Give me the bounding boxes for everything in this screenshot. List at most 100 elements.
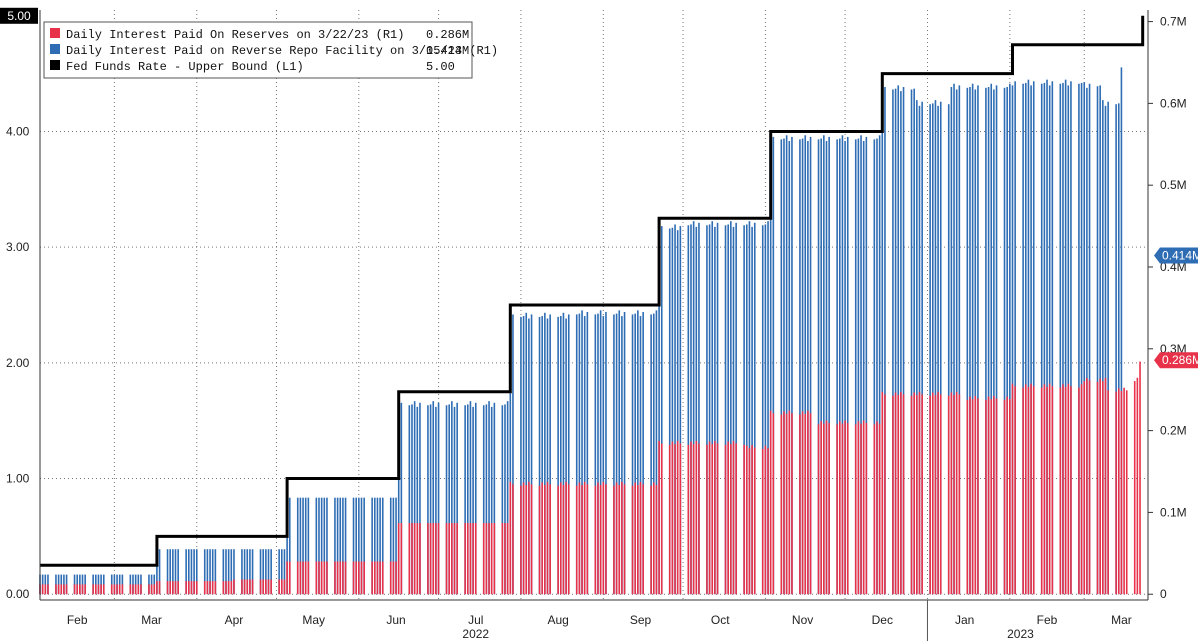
reserves-bar xyxy=(947,395,950,595)
right-last-value-tag: 0.286M xyxy=(1162,353,1200,367)
reserves-bar xyxy=(783,411,785,595)
reverse-repo-bar xyxy=(411,404,413,595)
reverse-repo-bar xyxy=(753,222,756,595)
reverse-repo-bar xyxy=(1024,82,1027,595)
reverse-repo-bar xyxy=(389,497,392,595)
left-axis-tick-label: 2.00 xyxy=(6,356,30,370)
reserves-bar xyxy=(437,523,440,595)
reserves-bar xyxy=(169,581,171,595)
reserves-bar xyxy=(937,391,939,595)
reserves-bar xyxy=(76,584,78,595)
reserves-bar xyxy=(804,413,807,595)
reserves-bar xyxy=(581,485,583,595)
reserves-bar xyxy=(966,399,969,595)
reserves-bar xyxy=(1006,396,1008,595)
reserves-bar xyxy=(472,523,474,595)
reverse-repo-bar xyxy=(1043,82,1046,595)
reverse-repo-bar xyxy=(581,310,583,595)
reserves-bar xyxy=(318,561,320,595)
reverse-repo-bar xyxy=(451,401,453,595)
reserves-bar xyxy=(791,413,793,595)
reverse-repo-bar xyxy=(1059,83,1062,595)
legend-box xyxy=(43,21,473,79)
reserves-bar xyxy=(730,444,732,595)
reserves-bar xyxy=(1067,383,1070,595)
reserves-bar xyxy=(695,440,698,595)
reverse-repo-bar xyxy=(195,549,198,595)
reverse-repo-bar xyxy=(772,136,775,595)
reserves-bar xyxy=(158,581,161,595)
reserves-bar xyxy=(411,523,413,595)
reverse-repo-bar xyxy=(270,549,272,595)
reverse-repo-bar xyxy=(950,87,953,595)
reserves-bar xyxy=(780,414,783,595)
x-axis-month-label: Feb xyxy=(1037,613,1058,627)
reserves-bar xyxy=(575,485,578,595)
reverse-repo-bar xyxy=(732,226,735,595)
left-axis-tick-label: 4.00 xyxy=(6,124,30,138)
reserves-bar xyxy=(209,581,211,595)
reserves-bar xyxy=(1115,391,1117,595)
legend-swatch-fed-funds xyxy=(50,60,60,70)
reverse-repo-bar xyxy=(862,141,865,595)
reverse-repo-bar xyxy=(283,549,286,595)
reverse-repo-bar xyxy=(745,224,748,595)
reverse-repo-bar xyxy=(546,318,549,595)
reserves-bar xyxy=(1083,381,1086,595)
reverse-repo-bar xyxy=(902,87,905,595)
reverse-repo-bar xyxy=(520,316,522,595)
reserves-bar xyxy=(892,395,894,595)
reserves-bar xyxy=(251,579,254,595)
reserves-bar xyxy=(206,581,209,595)
reverse-repo-bar xyxy=(1003,87,1006,595)
reserves-bar xyxy=(267,579,270,595)
reverse-repo-bar xyxy=(652,313,655,595)
reserves-bar xyxy=(1059,387,1062,595)
right-axis-tick-label: 0.6M xyxy=(1160,96,1187,110)
reverse-repo-bar xyxy=(267,549,270,595)
reserves-bar xyxy=(557,485,559,595)
grid-lines xyxy=(40,10,1148,600)
reserves-bar xyxy=(921,394,923,595)
reverse-repo-bar xyxy=(785,135,788,595)
reverse-repo-bar xyxy=(594,314,597,595)
reserves-bar xyxy=(538,485,541,595)
reserves-bar xyxy=(613,485,615,595)
reserves-bar xyxy=(1123,387,1125,595)
reserves-bar xyxy=(296,561,299,595)
right-axis-tick-label: 0.2M xyxy=(1160,424,1187,438)
reserves-bar xyxy=(214,581,217,595)
reverse-repo-bar xyxy=(320,497,323,595)
reserves-bar xyxy=(621,481,623,595)
x-axis-year-label: 2023 xyxy=(1007,627,1034,641)
left-axis-tick-label: 1.00 xyxy=(6,472,30,486)
reverse-repo-bar xyxy=(485,404,488,595)
reserves-bar xyxy=(92,584,94,595)
reserves-bar xyxy=(474,523,477,595)
reserves-bar xyxy=(916,395,918,595)
reserves-bar xyxy=(490,523,493,595)
reserves-bar xyxy=(233,579,235,595)
reserves-bar xyxy=(466,523,469,595)
reverse-repo-bar xyxy=(334,497,336,595)
reserves-bar xyxy=(1080,384,1083,595)
x-axis-month-label: Aug xyxy=(547,613,568,627)
reserves-bar xyxy=(1014,386,1016,595)
reverse-repo-bar xyxy=(355,497,357,595)
reverse-repo-bar xyxy=(878,135,881,595)
reverse-repo-bar xyxy=(506,401,509,595)
reserves-bar xyxy=(360,561,363,595)
right-axis-tick-label: 0.1M xyxy=(1160,505,1187,519)
reserves-bar xyxy=(110,584,113,595)
reserves-bar xyxy=(150,584,153,595)
reserves-bar xyxy=(894,392,897,595)
reverse-repo-bar xyxy=(413,401,416,595)
reverse-repo-bar xyxy=(435,406,437,595)
reserves-bar xyxy=(873,424,876,595)
reserves-bar xyxy=(618,485,621,595)
reverse-repo-bar xyxy=(488,401,490,595)
reserves-bar xyxy=(1136,377,1139,595)
x-axis-month-label: May xyxy=(302,613,325,627)
reverse-repo-bar xyxy=(490,406,493,595)
reverse-repo-bar xyxy=(857,138,860,595)
